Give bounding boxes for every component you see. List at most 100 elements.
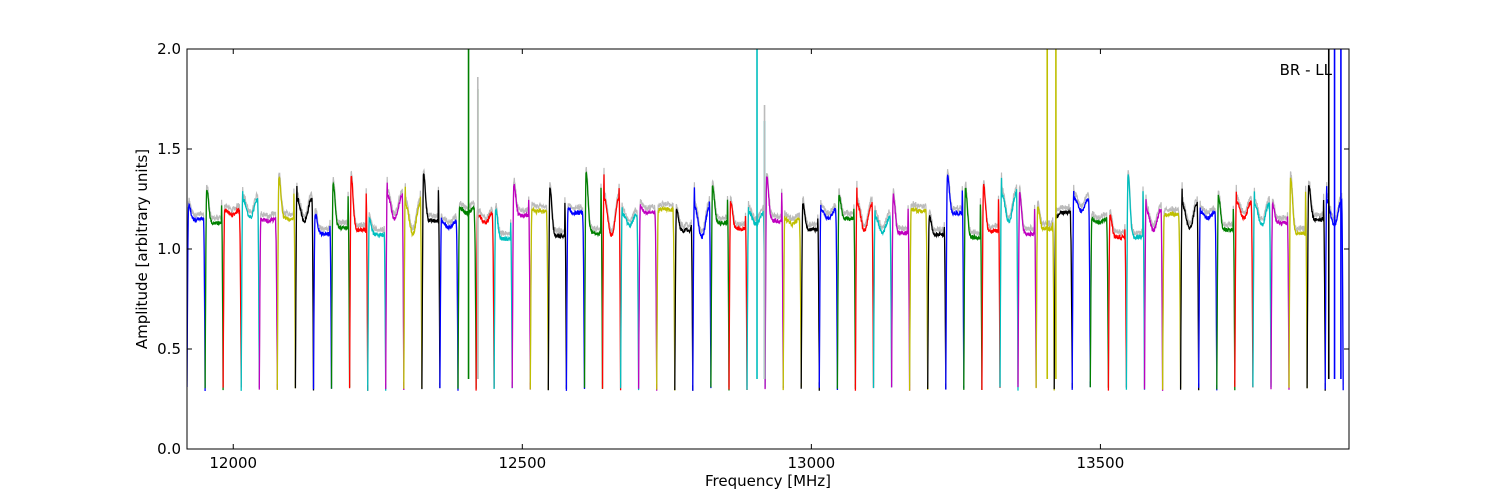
series-line-window-19: [529, 206, 549, 390]
series-line-window-29: [710, 185, 730, 391]
y-tick-label: 1.0: [157, 240, 181, 258]
series-line-reference-27: [674, 203, 694, 388]
chart-annotation: BR - LL: [1280, 61, 1333, 79]
series-line-reference-6: [294, 182, 315, 387]
series-layer: [187, 166, 1344, 392]
series-line-window-28: [692, 187, 712, 391]
series-line-window-40: [908, 206, 929, 391]
series-line-reference-8: [330, 176, 351, 385]
series-line-window-30: [728, 201, 748, 391]
series-line-reference-43: [963, 181, 983, 386]
series-line-window-12: [403, 186, 423, 389]
series-line-reference-58: [1234, 184, 1254, 382]
series-line-reference-29: [710, 179, 730, 387]
series-line-window-49: [1071, 190, 1091, 390]
series-line-reference-26: [656, 199, 676, 386]
y-tick-label: 0.0: [157, 440, 181, 458]
series-line-window-3: [240, 191, 260, 391]
series-line-reference-7: [312, 208, 333, 386]
x-tick-label: 12500: [498, 454, 546, 472]
series-line-reference-53: [1143, 194, 1164, 386]
series-line-window-22: [583, 171, 604, 389]
series-line-window-37: [854, 187, 875, 391]
x-axis: 12000 12500 13000 13500: [209, 49, 1124, 472]
series-line-reference-38: [872, 205, 893, 383]
series-line-reference-31: [746, 200, 766, 384]
series-line-window-0: [187, 202, 206, 392]
series-line-window-33: [782, 215, 802, 391]
series-line-reference-17: [493, 203, 513, 384]
y-tick-label: 2.0: [157, 40, 181, 58]
series-line-reference-49: [1071, 184, 1091, 384]
series-line-window-8: [330, 181, 351, 389]
series-line-window-44: [981, 183, 1001, 391]
series-line-reference-4: [258, 211, 278, 387]
series-line-reference-5: [276, 172, 296, 386]
series-line-window-1: [204, 189, 224, 391]
series-line-window-13: [421, 172, 441, 390]
plot-area: [187, 49, 1349, 449]
series-line-window-7: [312, 213, 333, 390]
series-line-window-9: [348, 175, 369, 391]
series-line-window-45: [999, 177, 1019, 391]
series-line-window-5: [276, 176, 297, 391]
series-line-window-31: [746, 207, 766, 390]
series-line-reference-15: [457, 200, 477, 386]
series-line-reference-14: [439, 213, 459, 388]
series-line-reference-3: [240, 186, 260, 388]
series-line-window-43: [963, 187, 983, 390]
series-line-window-10: [367, 216, 387, 391]
series-line-reference-21: [565, 202, 586, 386]
series-line-window-48: [1053, 208, 1073, 390]
series-line-window-25: [637, 204, 658, 391]
series-line-reference-23: [601, 167, 622, 387]
series-line-window-4: [258, 216, 278, 390]
series-line-reference-19: [529, 201, 549, 386]
series-line-window-62: [1306, 184, 1326, 391]
series-line-reference-16: [475, 206, 495, 385]
series-line-window-34: [800, 203, 820, 391]
x-tick-label: 13500: [1077, 454, 1125, 472]
y-axis: 0.0 0.5 1.0 1.5 2.0: [157, 40, 1349, 458]
series-line-window-54: [1161, 210, 1182, 390]
series-line-window-11: [385, 182, 405, 391]
series-line-reference-12: [403, 183, 423, 385]
series-line-reference-33: [782, 210, 802, 387]
series-line-reference-11: [385, 176, 405, 387]
series-line-reference-54: [1162, 205, 1182, 387]
series-line-window-26: [656, 205, 676, 391]
series-line-reference-18: [511, 177, 531, 385]
series-line-reference-45: [999, 172, 1019, 384]
series-line-reference-40: [909, 201, 929, 387]
series-line-window-36: [836, 194, 857, 389]
series-line-reference-28: [692, 182, 712, 386]
series-line-window-23: [601, 174, 622, 391]
series-line-window-35: [818, 204, 839, 391]
series-line-window-52: [1125, 174, 1146, 390]
series-line-window-58: [1234, 191, 1254, 388]
series-line-reference-56: [1198, 200, 1218, 386]
series-line-window-27: [674, 208, 694, 391]
series-line-window-14: [439, 217, 459, 391]
series-line-window-20: [547, 187, 568, 391]
series-line-window-15: [457, 204, 477, 389]
x-tick-label: 12000: [209, 454, 257, 472]
series-line-reference-30: [728, 194, 748, 387]
series-line-window-17: [493, 207, 513, 390]
series-line-window-2: [222, 207, 242, 388]
series-line-window-32: [764, 176, 784, 390]
series-line-reference-37: [854, 180, 875, 385]
series-line-reference-1: [204, 184, 224, 384]
series-line-reference-24: [620, 202, 640, 384]
series-line-reference-2: [222, 202, 242, 385]
series-line-window-21: [565, 206, 586, 391]
series-line-window-60: [1270, 201, 1290, 390]
series-line-window-24: [619, 207, 640, 391]
y-axis-label: Amplitude [arbitrary units]: [133, 149, 151, 349]
series-line-reference-36: [836, 188, 856, 386]
series-line-window-59: [1252, 191, 1272, 388]
series-line-reference-48: [1053, 203, 1073, 386]
series-line-window-50: [1089, 216, 1110, 388]
